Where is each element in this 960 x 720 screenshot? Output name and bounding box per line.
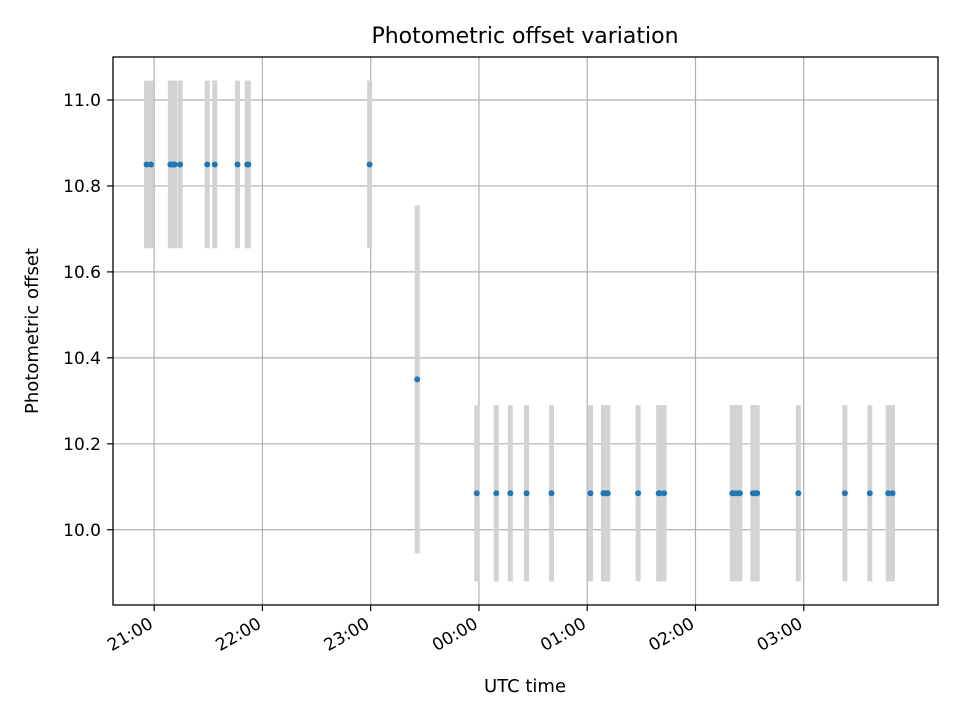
y-tick-label: 10.6: [63, 263, 101, 283]
data-point: [736, 490, 743, 497]
data-point: [523, 490, 530, 497]
y-tick-label: 10.2: [63, 435, 101, 455]
x-axis-label: UTC time: [484, 676, 566, 697]
chart-title: Photometric offset variation: [371, 24, 678, 49]
data-point: [414, 376, 421, 383]
data-point: [795, 490, 802, 497]
data-point: [889, 490, 896, 497]
data-point: [754, 490, 761, 497]
data-point: [587, 490, 594, 497]
data-point: [885, 490, 892, 497]
data-point: [177, 161, 184, 168]
data-point: [656, 490, 663, 497]
data-point: [635, 490, 642, 497]
data-point: [234, 161, 241, 168]
data-point: [473, 490, 480, 497]
data-point: [366, 161, 373, 168]
y-axis-label: Photometric offset: [22, 248, 43, 414]
data-point: [493, 490, 500, 497]
y-tick-label: 11.0: [63, 91, 101, 111]
data-point: [147, 161, 154, 168]
y-tick-label: 10.4: [63, 349, 101, 369]
data-point: [507, 490, 514, 497]
data-point: [211, 161, 218, 168]
data-point: [604, 490, 611, 497]
data-point: [171, 161, 178, 168]
y-tick-label: 10.8: [63, 177, 101, 197]
data-point: [204, 161, 211, 168]
data-point: [866, 490, 873, 497]
data-point: [841, 490, 848, 497]
data-point: [143, 161, 150, 168]
y-tick-label: 10.0: [63, 521, 101, 541]
data-point: [245, 161, 252, 168]
plot-frame: [112, 56, 939, 606]
data-point: [661, 490, 668, 497]
data-points: [143, 161, 896, 497]
data-point: [548, 490, 555, 497]
